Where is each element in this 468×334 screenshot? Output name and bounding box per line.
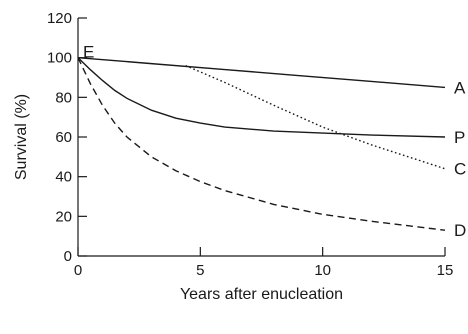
y-tick-label: 80	[55, 89, 72, 106]
x-tick-label: 0	[74, 262, 82, 279]
series-line-d	[77, 57, 446, 231]
y-axis-title: Survival (%)	[13, 94, 30, 180]
y-tick-label: 20	[55, 208, 72, 225]
series-label-c: C	[454, 160, 466, 179]
series-label-d: D	[454, 221, 466, 240]
x-axis-title: Years after enucleation	[180, 286, 343, 303]
y-ticks: 0 20 40 60 80 100 120	[47, 10, 87, 265]
axes	[77, 18, 445, 257]
series-labels: A PC D	[454, 78, 466, 240]
y-tick-label: 60	[55, 129, 72, 146]
x-ticks: 0 5 10 15	[74, 247, 454, 279]
series-line-p	[77, 57, 446, 138]
series-line-c	[185, 64, 446, 170]
plot-area	[77, 56, 446, 231]
x-tick-label: 15	[437, 262, 454, 279]
y-tick-label: 100	[47, 50, 72, 67]
y-tick-label: 120	[47, 10, 72, 27]
y-tick-label: 0	[64, 248, 72, 265]
x-tick-label: 5	[196, 262, 204, 279]
x-tick-label: 10	[314, 262, 331, 279]
start-point-label: E	[83, 43, 94, 62]
series-label-p: P	[454, 128, 465, 147]
series-line-a	[77, 56, 446, 89]
y-tick-label: 40	[55, 169, 72, 186]
series-label-a: A	[454, 78, 466, 97]
